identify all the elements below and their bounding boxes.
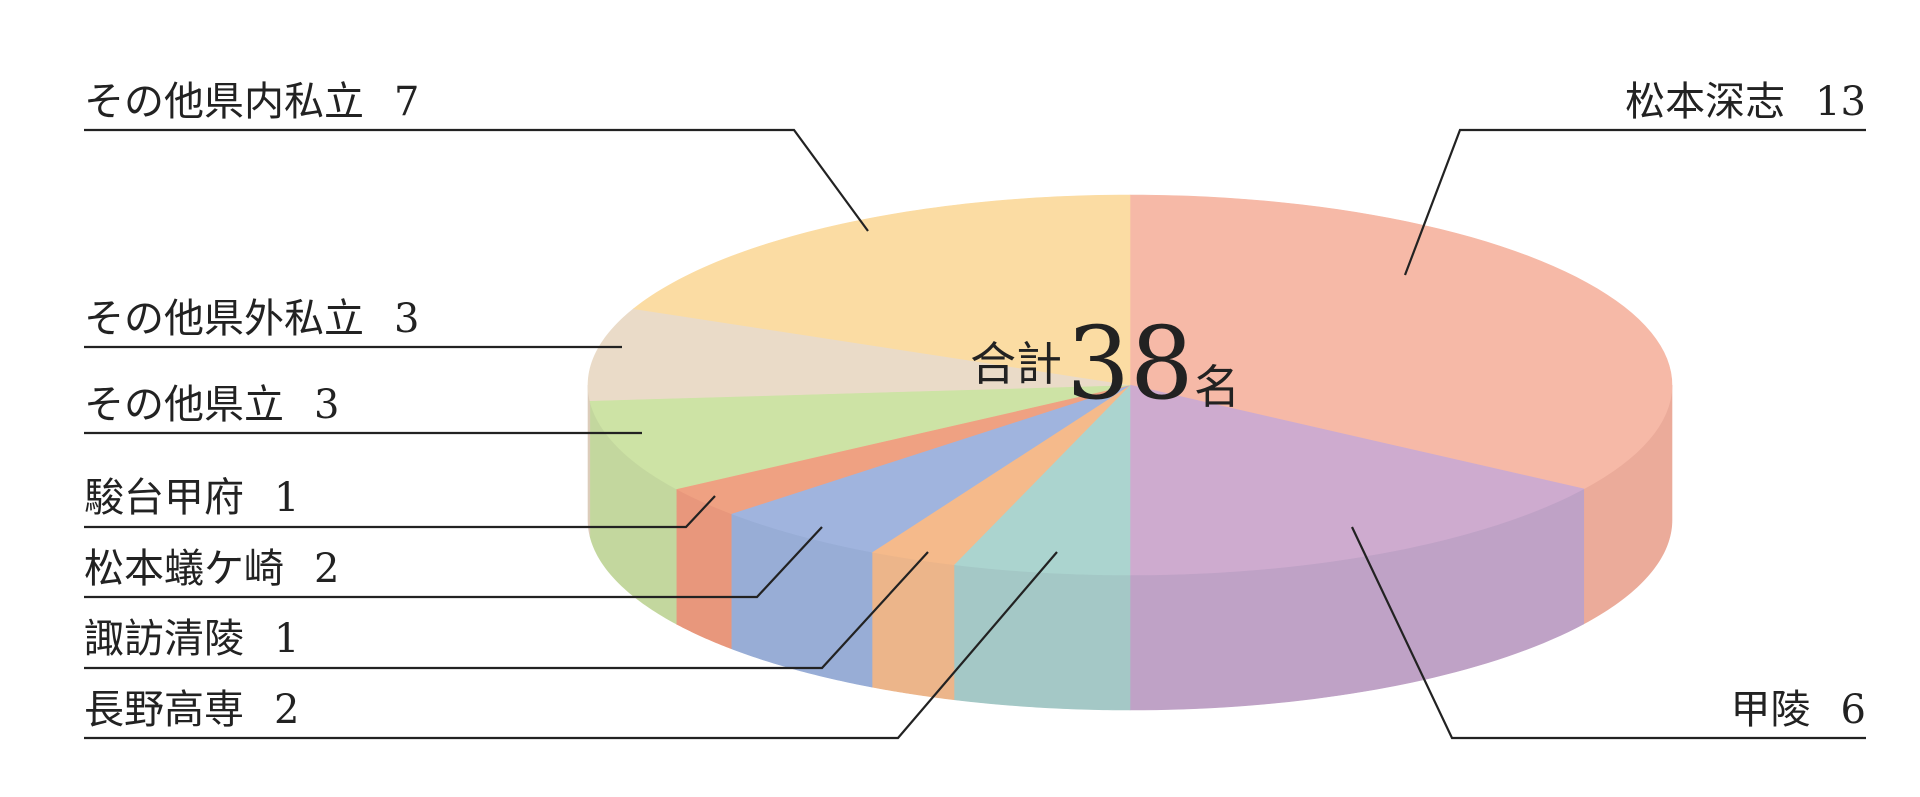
pie-slice-2 xyxy=(1129,384,1585,576)
slice-label-5: 松本蟻ケ崎 2 xyxy=(84,546,339,592)
slice-name: 諏訪清陵 xyxy=(84,616,244,662)
slice-name: その他県立 xyxy=(84,382,284,428)
slice-value: 2 xyxy=(314,546,339,592)
slice-value: 3 xyxy=(314,382,339,428)
slice-label-2: 甲陵 6 xyxy=(1731,687,1866,733)
slice-name: 駿台甲府 xyxy=(84,475,244,521)
slice-value: 1 xyxy=(274,475,299,521)
slice-name: 松本深志 xyxy=(1625,79,1785,125)
slice-value: 6 xyxy=(1841,687,1866,733)
slice-value: 13 xyxy=(1815,79,1866,125)
slice-label-7: その他県立 3 xyxy=(84,382,339,428)
slice-value: 2 xyxy=(274,687,299,733)
pie-slice-1 xyxy=(1129,194,1673,490)
slice-name: 長野高専 xyxy=(84,687,244,733)
slice-name: 甲陵 xyxy=(1731,687,1811,733)
slice-name: 松本蟻ケ崎 xyxy=(84,546,284,592)
pie-slice-6 xyxy=(675,384,1131,514)
total-prefix: 合計 xyxy=(970,337,1062,391)
slice-name: その他県外私立 xyxy=(84,296,364,342)
pie-side-4 xyxy=(871,551,955,701)
center-total: 合計 38 名 xyxy=(970,305,1240,422)
leader-line-3 xyxy=(84,551,1058,740)
leader-line-9 xyxy=(84,128,869,232)
pie-slice-5 xyxy=(730,384,1131,553)
pie-side-layer xyxy=(587,384,1673,711)
pie-slice-8 xyxy=(587,308,1131,401)
slice-label-8: その他県外私立 3 xyxy=(84,296,419,342)
slice-value: 7 xyxy=(394,79,419,125)
pie-side-8 xyxy=(587,385,591,536)
pie-slice-4 xyxy=(871,384,1131,566)
leader-line-6 xyxy=(84,495,716,529)
leader-line-5 xyxy=(84,526,823,599)
slice-label-4: 諏訪清陵 1 xyxy=(84,616,299,662)
leader-line-2 xyxy=(1351,526,1866,740)
slice-label-6: 駿台甲府 1 xyxy=(84,475,299,521)
slice-label-1: 松本深志 13 xyxy=(1625,79,1866,125)
slice-label-9: その他県内私立 7 xyxy=(84,79,419,125)
total-suffix: 名 xyxy=(1194,360,1240,414)
pie-slice-7 xyxy=(589,384,1131,490)
total-value: 38 xyxy=(1066,305,1193,422)
pie-top-layer xyxy=(587,194,1673,576)
slice-label-3: 長野高専 2 xyxy=(84,687,299,733)
slice-value: 1 xyxy=(274,616,299,662)
leader-line-1 xyxy=(1403,128,1866,276)
pie-side-3 xyxy=(953,564,1131,711)
leader-line-layer xyxy=(84,128,1866,740)
pie-slice-9 xyxy=(632,194,1131,386)
leader-line-4 xyxy=(84,551,929,670)
slice-name: その他県内私立 xyxy=(84,79,364,125)
pie-side-6 xyxy=(675,488,732,650)
slice-value: 3 xyxy=(394,296,419,342)
